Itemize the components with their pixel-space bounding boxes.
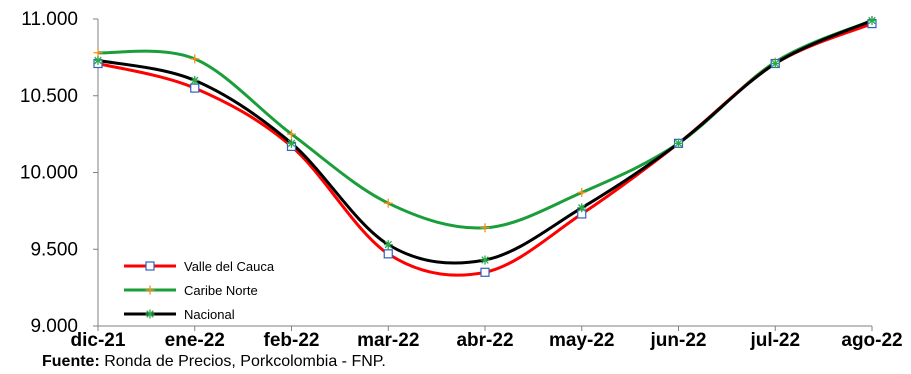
y-tick-labels: 9.000 9.500 10.000 10.500 11.000: [20, 9, 78, 337]
legend-label: Nacional: [184, 307, 235, 322]
legend-label: Valle del Cauca: [184, 259, 275, 274]
x-tick-label: ene-22: [165, 330, 225, 351]
x-tick-label: feb-22: [264, 330, 320, 351]
data-point-nacional: [287, 138, 296, 148]
data-point-nacional: [190, 75, 200, 85]
legend-item-nacional: Nacional: [124, 307, 235, 322]
y-tick-label: 9.000: [30, 316, 78, 337]
legend-label: Caribe Norte: [184, 283, 258, 298]
star-marker-d2: [771, 59, 780, 68]
legend-item-caribe-norte: Caribe Norte: [124, 283, 258, 298]
data-point-valle-del-cauca: [480, 267, 490, 277]
series-lines: [97, 19, 873, 277]
x-tick-labels: dic-21 ene-22 feb-22 mar-22 abr-22 may-22 jun-…: [71, 330, 903, 351]
x-tick-label: abr-22: [456, 330, 513, 351]
star-marker-d2: [481, 256, 489, 264]
legend-swatch-marker: [145, 285, 155, 295]
y-tick-label: 10.500: [20, 86, 78, 107]
x-tick-label: jun-22: [650, 330, 707, 351]
legend-swatch-marker: [145, 309, 155, 319]
legend-item-valle-del-cauca: Valle del Cauca: [124, 259, 275, 274]
axes: [93, 18, 873, 331]
data-point-caribe-norte: [480, 223, 490, 233]
data-point-nacional: [867, 16, 877, 26]
star-marker-d2: [94, 56, 102, 65]
source-text: Ronda de Precios, Porkcolombia - FNP.: [99, 353, 386, 370]
x-tick-label: ago-22: [841, 330, 902, 351]
x-tick-label: may-22: [549, 330, 615, 351]
data-point-nacional: [383, 240, 393, 250]
data-point-nacional: [93, 55, 103, 65]
y-tick-label: 10.000: [20, 163, 78, 184]
data-point-nacional: [770, 59, 780, 69]
source-label: Fuente:: [42, 353, 100, 370]
data-point-caribe-norte: [383, 198, 393, 208]
x-tick-label: jul-22: [749, 330, 800, 351]
source-note: Fuente: Ronda de Precios, Porkcolombia -…: [42, 353, 386, 371]
data-point-caribe-norte: [577, 187, 587, 197]
star-marker-d2: [146, 310, 154, 318]
data-point-caribe-norte: [287, 129, 296, 139]
data-point-caribe-norte: [190, 54, 200, 64]
x-tick-label: mar-22: [357, 330, 419, 351]
star-marker-d2: [868, 16, 876, 25]
star-marker-d2: [577, 204, 586, 212]
legend: Valle del Cauca Caribe Norte Nacional: [124, 259, 275, 322]
y-tick-label: 11.000: [21, 9, 78, 30]
x-tick-label: dic-21: [71, 330, 126, 351]
data-point-valle-del-cauca: [383, 249, 393, 259]
data-point-nacional: [480, 255, 490, 265]
legend-swatch-marker: [145, 261, 155, 271]
data-point-caribe-norte: [93, 48, 103, 58]
data-point-valle-del-cauca: [190, 83, 200, 93]
data-point-nacional: [674, 138, 683, 148]
series-markers: [93, 16, 877, 277]
star-marker-d2: [287, 139, 296, 148]
star-marker-d2: [674, 139, 683, 148]
star-marker-d2: [384, 240, 393, 249]
y-tick-label: 9.500: [30, 239, 78, 260]
star-marker-d2: [190, 76, 199, 85]
series-line-valle-del-cauca: [97, 22, 873, 277]
data-point-nacional: [577, 203, 587, 213]
series-line-caribe-norte: [97, 19, 873, 230]
